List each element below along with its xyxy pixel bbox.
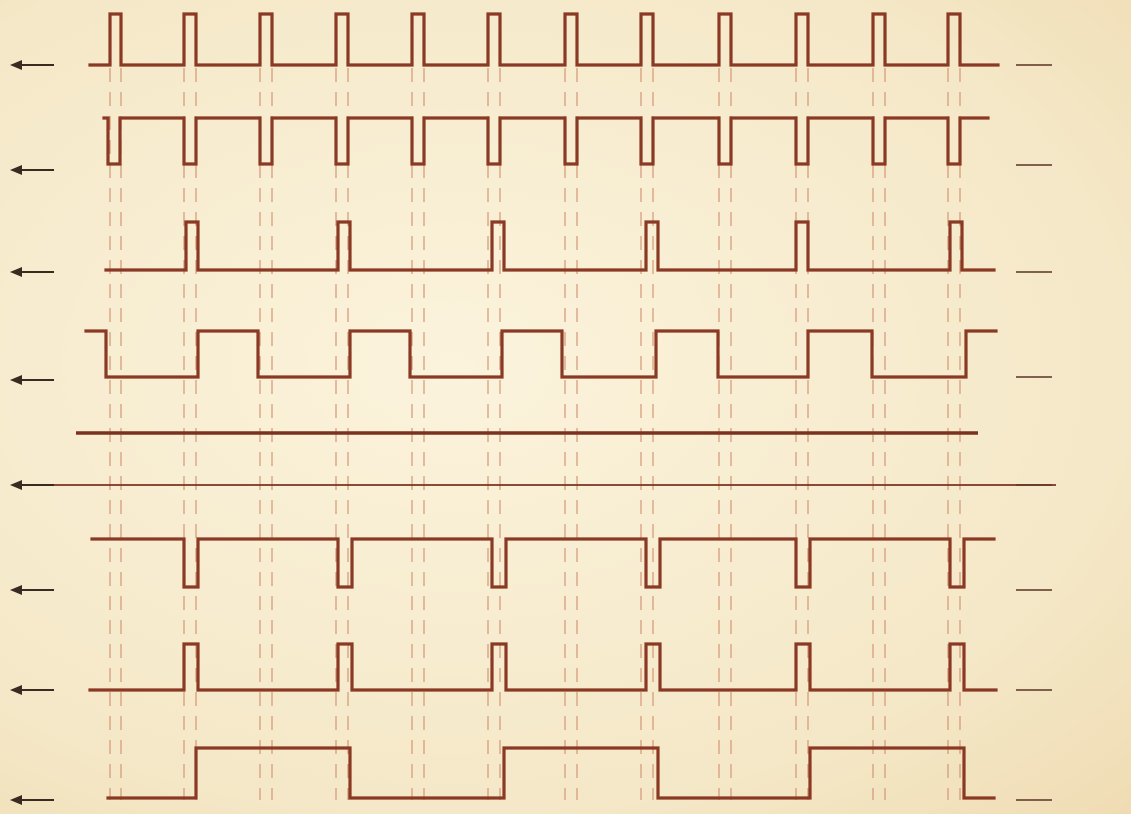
vertical-guide-lines [109,20,961,800]
arrow-icon [10,685,54,695]
signal-8-trace [106,746,996,800]
arrow-icon [10,480,54,490]
arrow-icon [10,165,54,175]
signal-4-trace [84,329,998,379]
arrow-icon [10,267,54,277]
signal-1-trace [88,12,1000,67]
signal-6-trace [90,537,996,589]
arrow-icon [10,585,54,595]
signal-3-trace [104,220,996,272]
output-dash-marks [1016,64,1052,801]
signal-2-trace [102,116,990,166]
signal-7-trace [88,642,998,692]
arrow-icon [10,375,54,385]
arrow-icon [10,60,54,70]
arrow-icon [10,795,54,805]
input-arrows [10,60,54,805]
